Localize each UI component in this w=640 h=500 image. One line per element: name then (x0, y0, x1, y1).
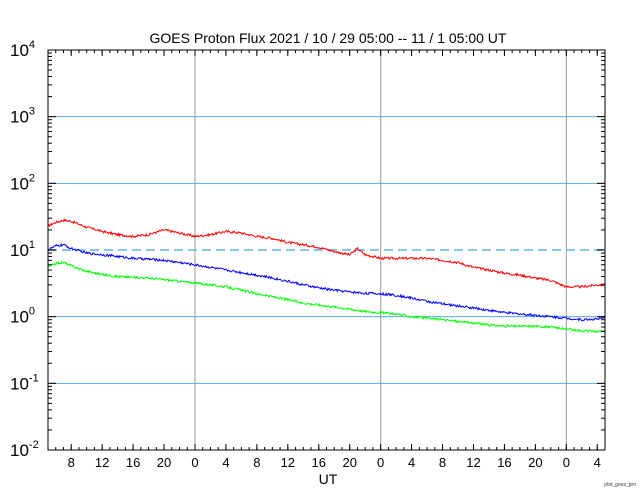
y-tick-label-base: 10 (10, 308, 29, 327)
x-tick-labels: 8 12 16 20 0 4 8 12 16 20 0 4 8 12 16 20 0 4 (68, 455, 601, 470)
x-tick-label: 16 (126, 455, 140, 470)
y-tick-label-base: 10 (10, 441, 29, 460)
y-tick-label: 10-2 (10, 439, 39, 460)
x-tick-label: 0 (377, 455, 384, 470)
grid-layer (48, 50, 605, 450)
y-tick-label-exponent: 2 (29, 172, 35, 184)
y-tick-label-exponent: -1 (29, 372, 39, 384)
y-tick-label-base: 10 (10, 41, 29, 60)
x-tick-label: 8 (68, 455, 75, 470)
y-tick-label-exponent: 4 (29, 39, 35, 51)
y-tick-label: 10-1 (10, 372, 39, 393)
x-tick-label: 0 (191, 455, 198, 470)
y-tick-label: 101 (10, 239, 35, 260)
y-tick-label: 102 (10, 172, 35, 193)
series-layer (47, 218, 606, 334)
x-tick-label: 12 (466, 455, 480, 470)
x-tick-label: 12 (281, 455, 295, 470)
y-tick-label-base: 10 (10, 241, 29, 260)
x-tick-label: 16 (497, 455, 511, 470)
y-tick-label-base: 10 (10, 374, 29, 393)
x-tick-label: 4 (408, 455, 415, 470)
x-tick-label: 16 (312, 455, 326, 470)
series-line-2 (47, 242, 606, 322)
x-tick-label: 4 (594, 455, 601, 470)
x-tick-label: 4 (222, 455, 229, 470)
series-line-1 (47, 218, 606, 289)
y-tick-label-exponent: 1 (29, 239, 35, 251)
y-tick-label-exponent: 3 (29, 106, 35, 118)
tick-layer (47, 50, 606, 451)
y-tick-label-base: 10 (10, 108, 29, 127)
x-tick-label: 8 (253, 455, 260, 470)
y-tick-label-exponent: -2 (29, 439, 39, 451)
credit-text: plot_goes_pro (604, 482, 636, 488)
y-tick-label: 100 (10, 306, 35, 327)
chart-title: GOES Proton Flux 2021 / 10 / 29 05:00 --… (150, 30, 507, 46)
y-tick-label-exponent: 0 (29, 306, 35, 318)
x-tick-label: 0 (563, 455, 570, 470)
x-tick-label: 12 (95, 455, 109, 470)
x-tick-label: 8 (439, 455, 446, 470)
y-tick-label: 104 (10, 39, 35, 60)
x-tick-label: 20 (342, 455, 356, 470)
x-tick-label: 20 (528, 455, 542, 470)
y-tick-label-base: 10 (10, 174, 29, 193)
x-tick-label: 20 (157, 455, 171, 470)
y-tick-label: 103 (10, 106, 35, 127)
series-line-3 (47, 260, 606, 334)
x-axis-label: UT (319, 471, 338, 487)
